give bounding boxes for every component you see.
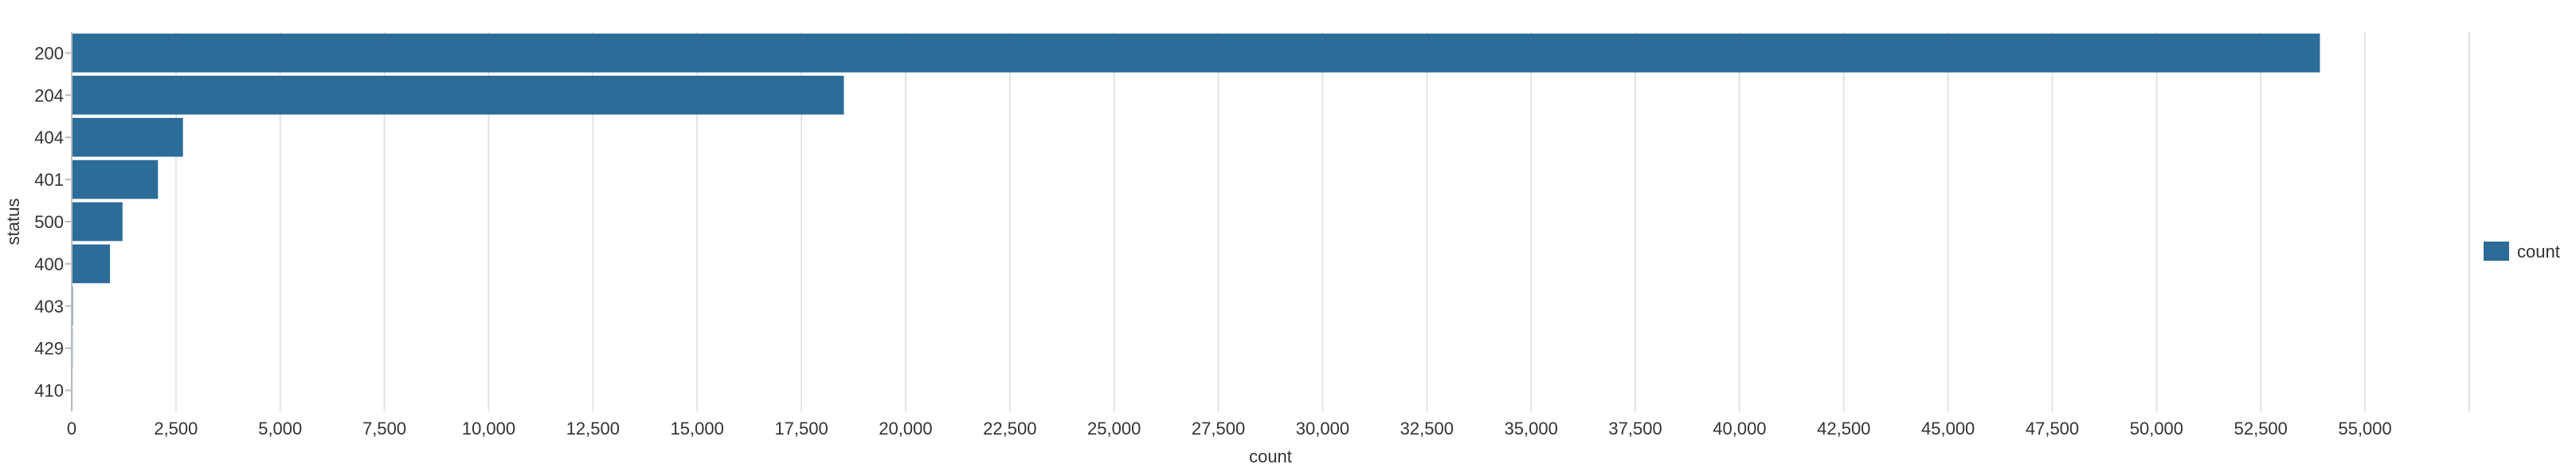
x-tick-label: 30,000	[1296, 419, 1349, 439]
x-tick-label: 0	[67, 419, 76, 439]
x-tick-label: 7,500	[362, 419, 406, 439]
y-tick-label: 410	[34, 381, 64, 401]
y-tick-label: 204	[34, 85, 64, 105]
y-tick-label: 400	[34, 254, 64, 274]
x-tick-label: 45,000	[1921, 419, 1975, 439]
x-tick-label: 10,000	[462, 419, 515, 439]
y-tick-labels: 200 204 404 401 500 400 403 429 410	[34, 43, 64, 400]
x-tick-label: 52,500	[2234, 419, 2288, 439]
x-tick-label: 47,500	[2026, 419, 2079, 439]
x-tick-label: 2,500	[154, 419, 198, 439]
y-axis-title: status	[3, 199, 23, 246]
bar	[72, 76, 844, 115]
x-tick-label: 40,000	[1713, 419, 1766, 439]
axes	[65, 32, 72, 411]
x-tick-label: 12,500	[566, 419, 620, 439]
x-tick-label: 27,500	[1192, 419, 1245, 439]
x-tick-label: 32,500	[1400, 419, 1454, 439]
bar	[72, 160, 158, 199]
bar	[72, 118, 183, 157]
x-tick-label: 42,500	[1817, 419, 1870, 439]
x-tick-label: 5,000	[258, 419, 302, 439]
bar	[72, 286, 73, 325]
y-tick-label: 429	[34, 339, 64, 359]
bar	[72, 245, 110, 284]
y-tick-label: 200	[34, 43, 64, 63]
x-tick-label: 17,500	[774, 419, 828, 439]
y-tick-label: 403	[34, 297, 64, 317]
y-tick-label: 500	[34, 212, 64, 232]
legend-label: count	[2517, 242, 2560, 262]
x-tick-label: 55,000	[2338, 419, 2391, 439]
x-tick-label: 37,500	[1608, 419, 1662, 439]
y-tick-label: 401	[34, 170, 64, 190]
x-tick-label: 20,000	[879, 419, 932, 439]
x-tick-label: 50,000	[2130, 419, 2183, 439]
legend-swatch	[2484, 242, 2509, 261]
y-tick-label: 404	[34, 128, 64, 148]
x-tick-label: 22,500	[983, 419, 1036, 439]
legend[interactable]: count	[2484, 242, 2560, 262]
x-tick-label: 15,000	[671, 419, 724, 439]
bars	[72, 33, 2320, 410]
x-tick-label: 35,000	[1505, 419, 1558, 439]
x-axis-title: count	[1249, 446, 1292, 466]
x-tick-label: 25,000	[1087, 419, 1141, 439]
bar	[72, 33, 2320, 73]
x-tick-labels: 0 2,500 5,000 7,500 10,000 12,500 15,000 17,500…	[67, 419, 2392, 439]
bar	[72, 203, 123, 242]
